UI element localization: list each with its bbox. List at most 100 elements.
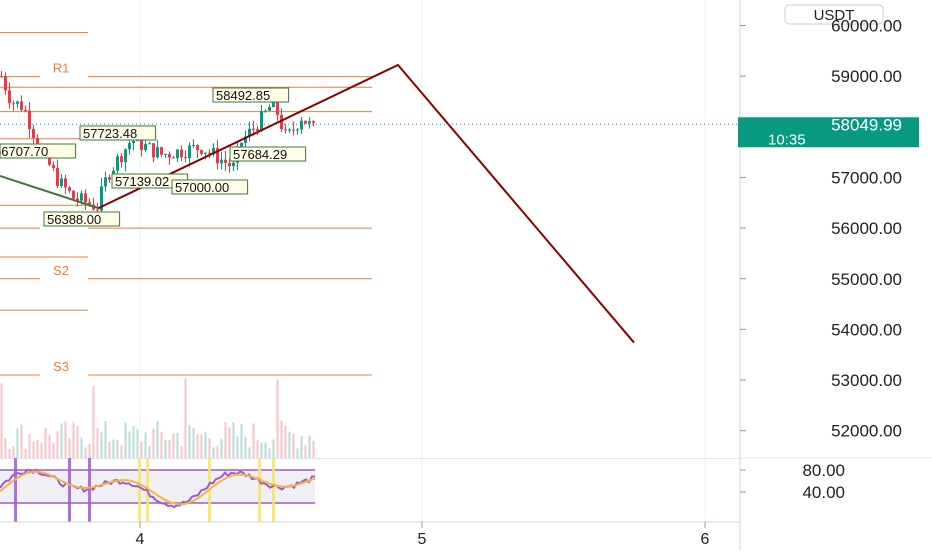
volume-bar xyxy=(228,427,231,458)
volume-bar xyxy=(232,422,235,458)
volume-bar xyxy=(96,428,99,458)
volume-bar xyxy=(288,431,291,458)
stochastic-d-line xyxy=(0,470,316,506)
price-annotation-label: 56707.70 xyxy=(0,144,48,159)
price-tick-label: 57000.00 xyxy=(831,168,902,187)
oscillator-tick-label: 80.00 xyxy=(802,461,845,480)
volume-bar xyxy=(140,441,143,458)
volume-bar xyxy=(264,442,267,458)
volume-bar xyxy=(48,435,51,458)
candle-body xyxy=(288,129,291,131)
volume-bar xyxy=(240,424,243,458)
volume-bar xyxy=(184,378,187,458)
annotation-layer: 58492.85 57723.48 57684.29 57139.02 57000.00… xyxy=(0,87,307,227)
candle-body xyxy=(248,128,251,137)
candle-body xyxy=(220,159,223,164)
candle-body xyxy=(252,128,255,130)
pivot-label-s2: S2 xyxy=(53,263,69,278)
volume-bar xyxy=(24,449,27,458)
volume-bar xyxy=(308,435,311,458)
candle-body xyxy=(116,156,119,171)
volume-bar xyxy=(220,438,223,458)
price-annotation-label: 56388.00 xyxy=(47,212,101,227)
candle-body xyxy=(284,129,287,131)
candle-body xyxy=(228,162,231,167)
volume-bar xyxy=(236,436,239,458)
price-annotation-box xyxy=(229,146,307,162)
candle-body xyxy=(160,147,163,155)
candle-body xyxy=(156,147,159,158)
candle-body xyxy=(232,162,235,167)
price-annotation-label: 57000.00 xyxy=(175,180,229,195)
current-price-badge xyxy=(738,117,919,148)
candle-body xyxy=(192,145,195,147)
volume-bar xyxy=(0,383,3,458)
volume-bar xyxy=(224,422,227,458)
volume-bar xyxy=(16,428,19,458)
volume-bar xyxy=(284,425,287,458)
candle-body xyxy=(0,76,3,78)
oscillator-signal-marker xyxy=(14,458,17,522)
volume-bar xyxy=(164,439,167,458)
volume-layer xyxy=(0,378,315,458)
price-tick-label: 56000.00 xyxy=(831,219,902,238)
volume-bar xyxy=(72,421,75,458)
candle-body xyxy=(268,107,271,111)
price-tick-label: 54000.00 xyxy=(831,320,902,339)
volume-bar xyxy=(100,432,103,458)
candle-body xyxy=(200,150,203,154)
grid-layer xyxy=(0,0,740,522)
candle-body xyxy=(208,152,211,154)
candle-body xyxy=(4,76,7,91)
volume-bar xyxy=(260,442,263,458)
oscillator-tick-label: 40.00 xyxy=(802,483,845,502)
candle-body xyxy=(304,120,307,124)
price-annotation-label: 57684.29 xyxy=(233,147,287,162)
candle-body xyxy=(188,145,191,159)
volume-bar xyxy=(52,443,55,458)
candle-body xyxy=(180,149,183,158)
volume-bar xyxy=(136,428,139,458)
candle-body xyxy=(124,149,127,163)
price-annotation-label: 58492.85 xyxy=(216,88,270,103)
candle-body xyxy=(312,121,315,123)
candle-body xyxy=(260,111,263,131)
candle-body xyxy=(84,193,87,203)
candle-body xyxy=(76,198,79,201)
pivot-label-r1: R1 xyxy=(53,61,70,76)
volume-bar xyxy=(40,443,43,458)
volume-bar xyxy=(280,420,283,458)
candle-body xyxy=(64,178,67,188)
candle-body xyxy=(152,143,155,158)
volume-bar xyxy=(80,437,83,458)
price-annotation-box xyxy=(212,87,290,103)
currency-box xyxy=(784,4,884,25)
candle-body xyxy=(108,177,111,180)
price-annotation-box xyxy=(0,143,77,159)
candle-body xyxy=(140,136,143,151)
oscillator-signal-marker xyxy=(258,458,261,522)
pivot-layer: R1S1S2S3 xyxy=(0,32,372,376)
currency-label: USDT xyxy=(814,7,855,24)
candle-body xyxy=(28,110,31,130)
volume-bar xyxy=(304,445,307,458)
price-annotation-box xyxy=(79,125,157,141)
candle-body xyxy=(56,167,59,186)
volume-bar xyxy=(152,428,155,458)
countdown-label: 10:35 xyxy=(768,131,806,148)
candle-body xyxy=(224,159,227,163)
price-annotation-box xyxy=(171,179,249,195)
candle-body xyxy=(196,145,199,151)
candle-body xyxy=(24,109,27,111)
price-tick-label: 59000.00 xyxy=(831,67,902,86)
oscillator-signal-marker xyxy=(138,458,141,522)
volume-bar xyxy=(212,447,215,458)
candle-body xyxy=(12,103,15,105)
volume-bar xyxy=(132,426,135,458)
candle-body xyxy=(296,129,299,131)
volume-bar xyxy=(32,441,35,458)
volume-bar xyxy=(276,379,279,458)
